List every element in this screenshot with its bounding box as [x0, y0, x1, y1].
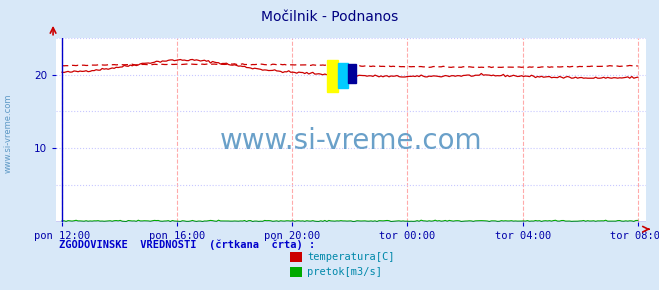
Text: pretok[m3/s]: pretok[m3/s] — [307, 267, 382, 277]
Bar — [349, 64, 356, 83]
Text: ZGODOVINSKE  VREDNOSTI  (črtkana  črta) :: ZGODOVINSKE VREDNOSTI (črtkana črta) : — [59, 240, 316, 250]
Text: www.si-vreme.com: www.si-vreme.com — [219, 127, 482, 155]
Bar — [328, 60, 338, 92]
Text: Močilnik - Podnanos: Močilnik - Podnanos — [261, 10, 398, 24]
Text: www.si-vreme.com: www.si-vreme.com — [4, 94, 13, 173]
Text: temperatura[C]: temperatura[C] — [307, 252, 395, 262]
Bar — [338, 63, 349, 88]
